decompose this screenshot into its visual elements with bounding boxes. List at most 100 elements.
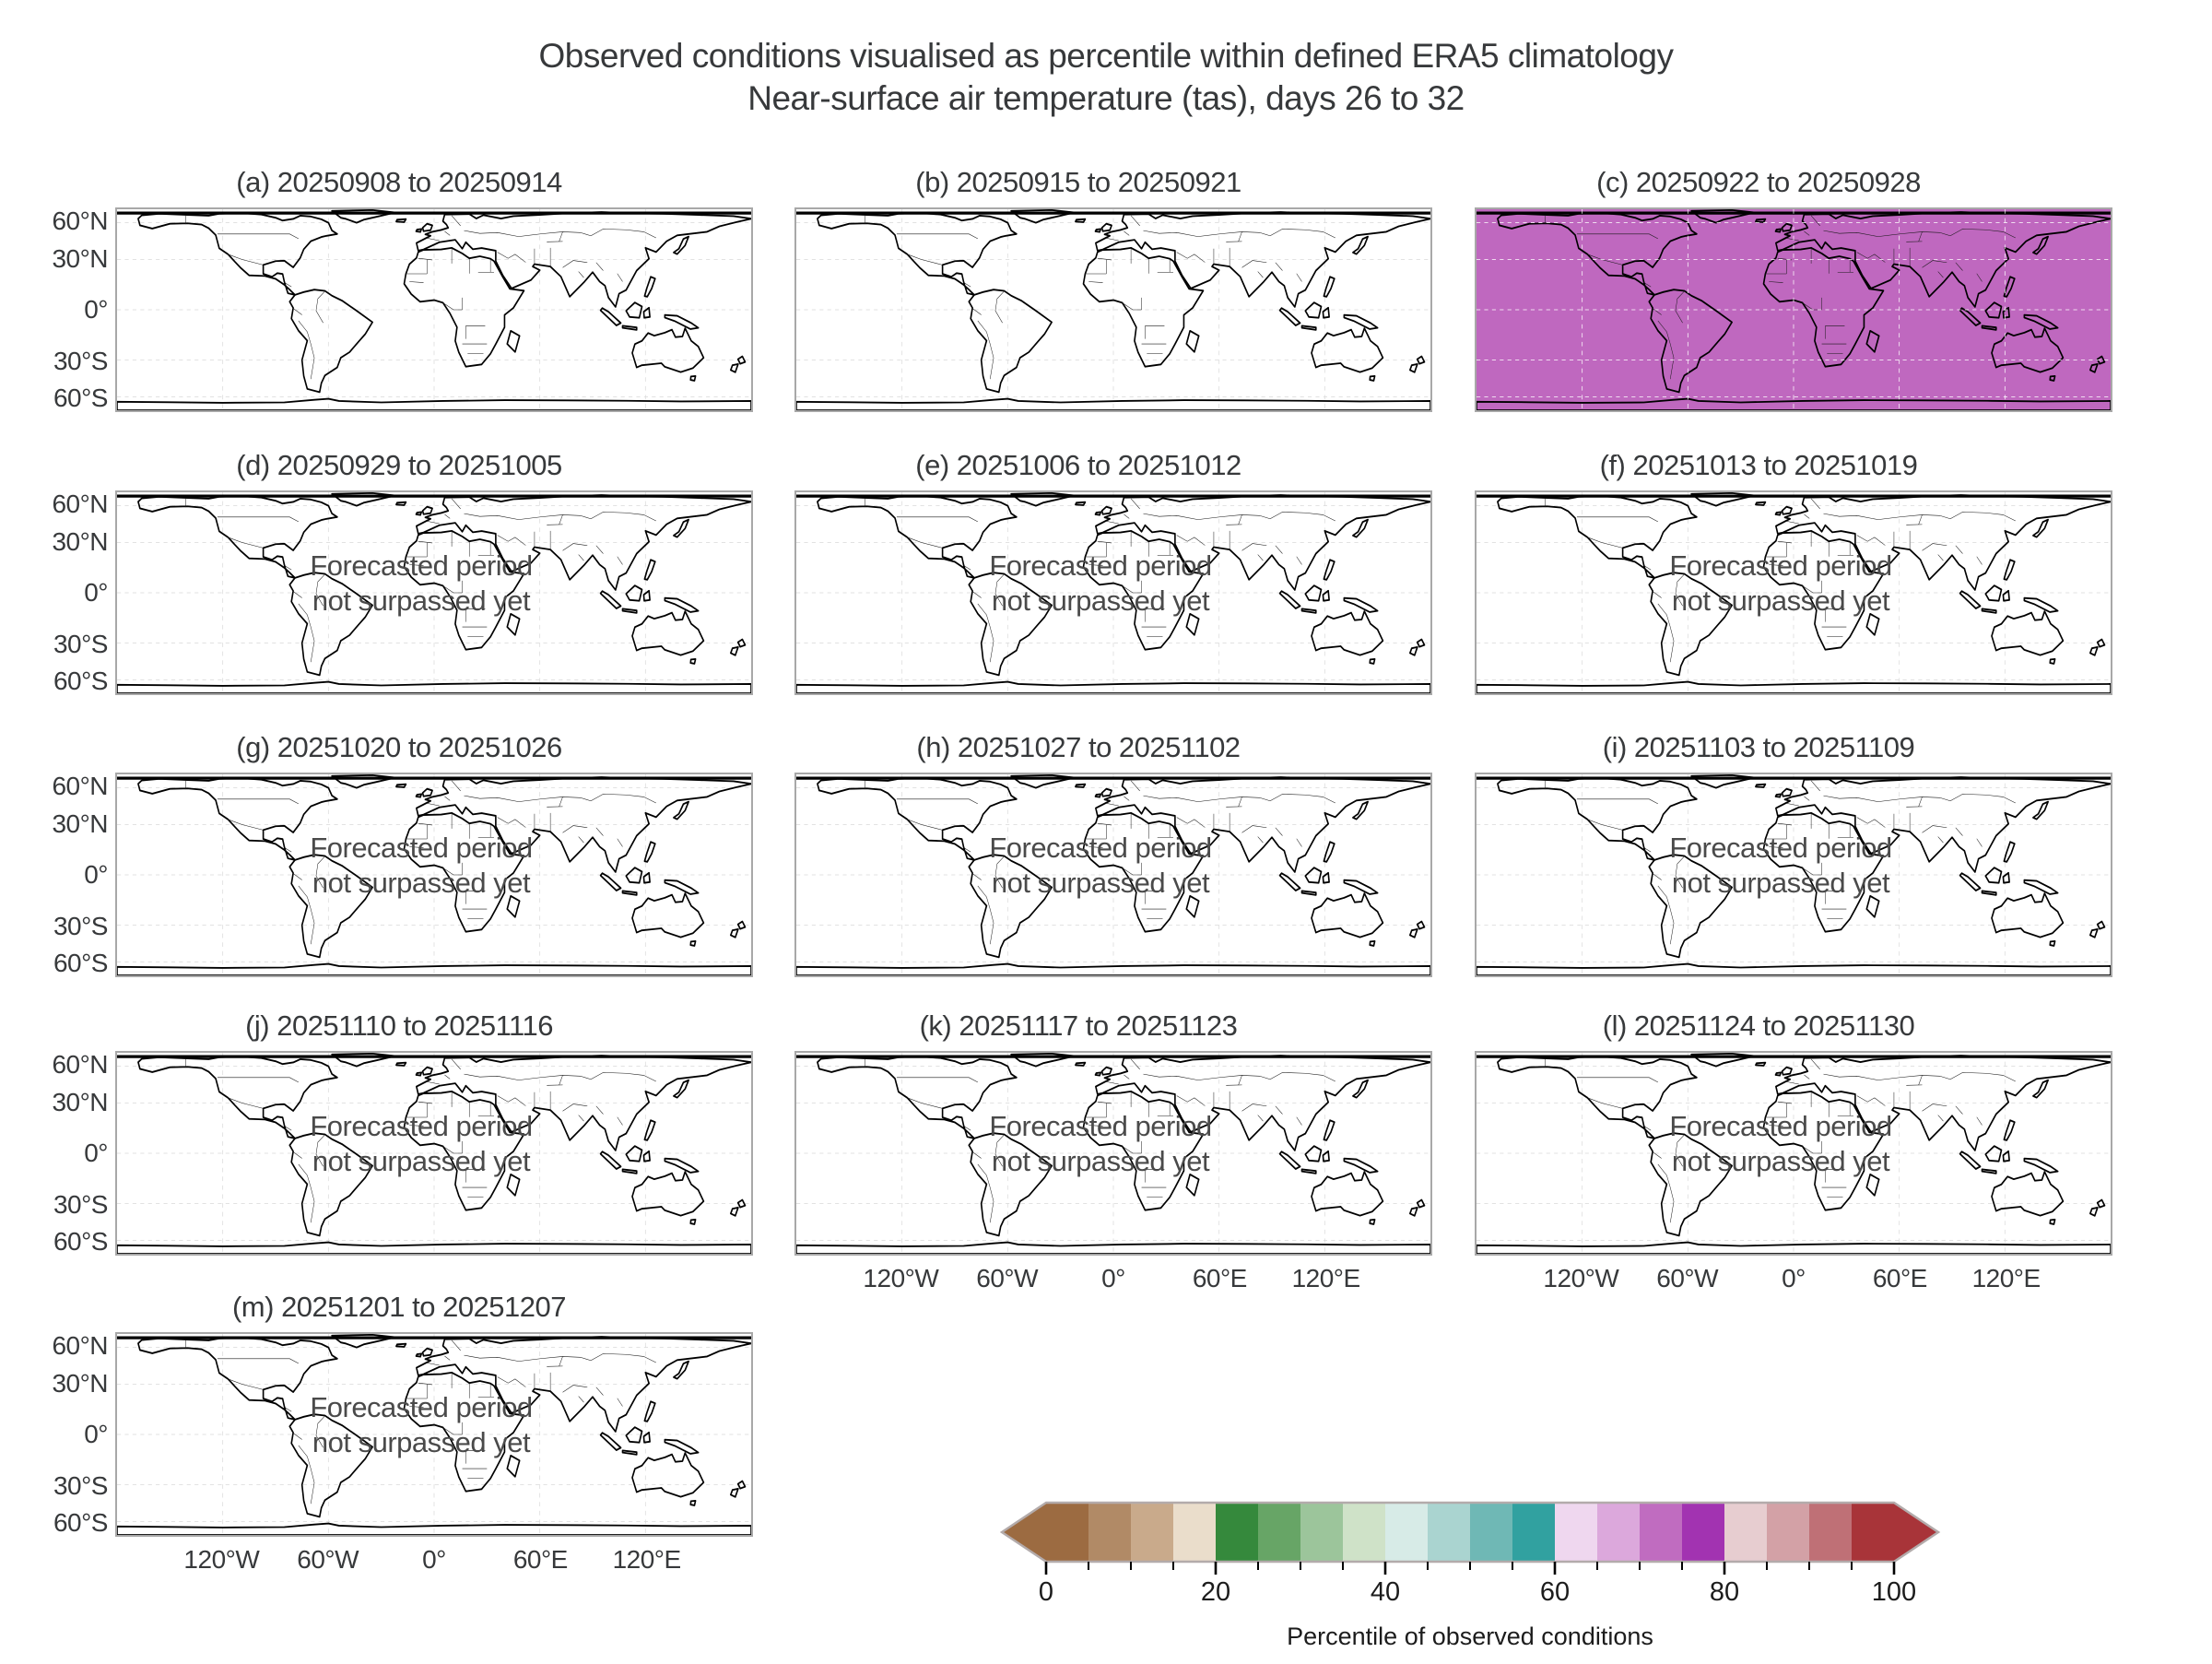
y-tick-label: 30°S	[53, 911, 109, 940]
y-tick-label: 30°S	[53, 629, 109, 658]
world-map	[115, 773, 753, 977]
panel-title: (i) 20251103 to 20251109	[1602, 731, 1915, 763]
colorbar-tick-label: 60	[1540, 1577, 1570, 1607]
y-tick-label: 60°N	[52, 1049, 108, 1079]
x-tick-label: 0°	[422, 1545, 446, 1574]
x-tick-label: 120°W	[183, 1545, 260, 1574]
panel-title: (b) 20250915 to 20250921	[915, 166, 1241, 198]
map-panel-g: (g) 20251020 to 20251026 Forecasted peri…	[52, 731, 753, 1026]
x-tick-label: 60°E	[1872, 1264, 1928, 1292]
y-tick-label: 30°S	[53, 346, 109, 375]
world-map-svg	[1477, 492, 2111, 693]
map-panel-l: (l) 20251124 to 20251130 Forecasted peri…	[1475, 1009, 2112, 1304]
world-map	[1475, 773, 2112, 977]
x-tick-label: 60°E	[512, 1545, 569, 1574]
panel-title: (m) 20251201 to 20251207	[231, 1291, 567, 1323]
figure-title-line2: Near-surface air temperature (tas), days…	[747, 79, 1465, 117]
y-tick-label: 0°	[84, 578, 108, 607]
colorbar-tick-label: 0	[1039, 1577, 1053, 1607]
panel-title: (g) 20251020 to 20251026	[236, 731, 562, 763]
panel-title: (l) 20251124 to 20251130	[1602, 1009, 1915, 1042]
world-map-svg	[117, 1334, 751, 1535]
y-tick-label: 0°	[84, 1420, 108, 1448]
y-tick-label: 30°S	[53, 1189, 109, 1219]
world-map	[794, 1051, 1432, 1256]
world-map-svg	[796, 1053, 1430, 1254]
y-tick-label: 0°	[84, 860, 108, 889]
world-map-svg	[117, 492, 751, 693]
world-map	[115, 1051, 753, 1256]
map-panel-h: (h) 20251027 to 20251102 Forecasted peri…	[794, 731, 1432, 1026]
world-map	[115, 207, 753, 412]
y-tick-label: 30°N	[52, 808, 108, 838]
world-map-svg	[117, 1053, 751, 1254]
y-tick-label: 60°N	[52, 489, 108, 518]
world-map	[1475, 1051, 2112, 1256]
colorbar: 0 20 40 60 80 100 Percentile of observed condi…	[999, 1501, 1949, 1659]
x-tick-label: 60°W	[976, 1264, 1039, 1292]
map-panel-j: (j) 20251110 to 20251116 Forecasted peri…	[52, 1009, 753, 1304]
world-map-svg	[117, 774, 751, 975]
x-tick-label: 120°E	[1971, 1264, 2041, 1292]
x-tick-label: 120°E	[612, 1545, 682, 1574]
y-tick-label: 30°N	[52, 526, 108, 556]
colorbar-axis-label: Percentile of observed conditions	[1287, 1623, 1653, 1650]
y-tick-label: 60°S	[53, 1227, 109, 1257]
x-tick-label: 0°	[1782, 1264, 1806, 1292]
y-tick-label: 0°	[84, 1139, 108, 1167]
panel-title: (c) 20250922 to 20250928	[1596, 166, 1921, 198]
map-panel-k: (k) 20251117 to 20251123 Forecasted peri…	[794, 1009, 1432, 1304]
map-panel-a: (a) 20250908 to 20250914 60°N 30°N 0° 30°S 6…	[52, 166, 753, 461]
world-map	[115, 1332, 753, 1537]
colorbar-tick-label: 40	[1371, 1577, 1400, 1607]
world-map-svg	[1477, 774, 2111, 975]
x-tick-label: 60°W	[1656, 1264, 1719, 1292]
panel-title: (d) 20250929 to 20251005	[236, 449, 562, 481]
panel-title: (h) 20251027 to 20251102	[916, 731, 1241, 763]
map-panel-i: (i) 20251103 to 20251109 Forecasted peri…	[1475, 731, 2112, 1026]
world-map-svg	[1477, 209, 2111, 410]
world-map-svg	[1477, 1053, 2111, 1254]
world-map-svg	[796, 209, 1430, 410]
y-tick-label: 0°	[84, 295, 108, 324]
x-tick-label: 60°W	[297, 1545, 359, 1574]
y-tick-label: 60°S	[53, 949, 109, 978]
world-map	[1475, 490, 2112, 695]
map-panel-b: (b) 20250915 to 20250921	[794, 166, 1432, 461]
colorbar-svg: 0 20 40 60 80 100 Percentile of observed condi…	[999, 1501, 1941, 1650]
y-tick-label: 60°N	[52, 771, 108, 800]
y-tick-label: 60°N	[52, 206, 108, 235]
map-panel-e: (e) 20251006 to 20251012 Forecasted peri…	[794, 449, 1432, 744]
x-tick-label: 120°W	[1543, 1264, 1619, 1292]
panel-title: (j) 20251110 to 20251116	[245, 1009, 553, 1042]
y-tick-label: 30°N	[52, 1368, 108, 1398]
y-tick-label: 30°S	[53, 1470, 109, 1500]
panel-title: (f) 20251013 to 20251019	[1599, 449, 1918, 481]
world-map	[794, 207, 1432, 412]
world-map	[1475, 207, 2112, 412]
world-map-svg	[117, 209, 751, 410]
panel-title: (a) 20250908 to 20250914	[236, 166, 562, 198]
y-tick-label: 60°N	[52, 1330, 108, 1360]
y-tick-label: 60°S	[53, 384, 109, 413]
colorbar-tick-label: 100	[1872, 1577, 1916, 1607]
world-map	[115, 490, 753, 695]
map-panel-c: (c) 20250922 to 20250928	[1475, 166, 2112, 461]
figure-title-line1: Observed conditions visualised as percen…	[538, 37, 1674, 75]
map-panel-m: (m) 20251201 to 20251207 Forecasted peri…	[52, 1291, 753, 1586]
x-tick-label: 0°	[1101, 1264, 1125, 1292]
y-tick-label: 30°N	[52, 1087, 108, 1116]
world-map	[794, 773, 1432, 977]
world-map-svg	[796, 492, 1430, 693]
colorbar-tick-label: 20	[1201, 1577, 1230, 1607]
colorbar-tick-label: 80	[1710, 1577, 1739, 1607]
figure-title: Observed conditions visualised as percen…	[0, 35, 2212, 120]
y-tick-label: 60°S	[53, 667, 109, 696]
world-map	[794, 490, 1432, 695]
y-tick-label: 60°S	[53, 1508, 109, 1538]
x-tick-label: 60°E	[1192, 1264, 1248, 1292]
world-map-svg	[796, 774, 1430, 975]
panel-title: (k) 20251117 to 20251123	[919, 1009, 1238, 1042]
map-panel-f: (f) 20251013 to 20251019 Forecasted peri…	[1475, 449, 2112, 744]
